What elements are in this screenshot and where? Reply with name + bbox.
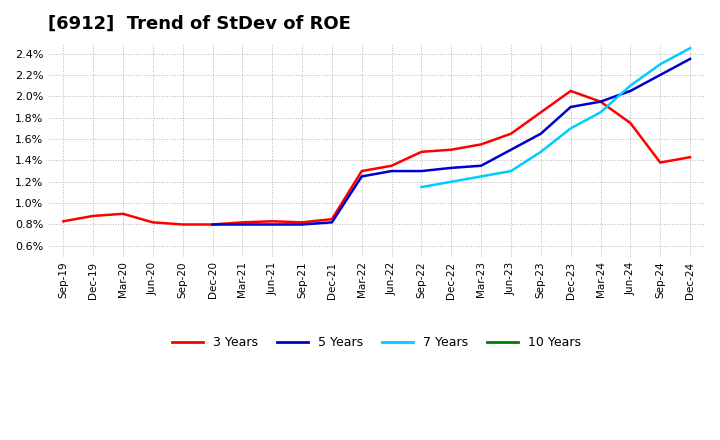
3 Years [685,154,694,160]
5 Years [685,56,694,62]
7 Years [685,46,694,51]
Text: [6912]  Trend of StDev of ROE: [6912] Trend of StDev of ROE [48,15,351,33]
5 Years [596,99,605,104]
5 Years [656,72,665,77]
Line: 5 Years: 5 Years [212,59,690,224]
5 Years [507,147,516,152]
5 Years [567,104,575,110]
3 Years [298,220,307,225]
3 Years [59,219,68,224]
3 Years [596,99,605,104]
3 Years [328,216,336,222]
5 Years [328,220,336,225]
7 Years [447,179,456,184]
3 Years [417,149,426,154]
3 Years [656,160,665,165]
5 Years [536,131,545,136]
5 Years [417,169,426,174]
3 Years [268,219,276,224]
5 Years [626,88,635,94]
3 Years [387,163,396,169]
5 Years [357,174,366,179]
3 Years [238,220,247,225]
3 Years [357,169,366,174]
7 Years [507,169,516,174]
5 Years [477,163,485,169]
3 Years [89,213,97,219]
7 Years [626,83,635,88]
3 Years [179,222,187,227]
3 Years [148,220,157,225]
Line: 7 Years: 7 Years [421,48,690,187]
3 Years [477,142,485,147]
5 Years [268,222,276,227]
Legend: 3 Years, 5 Years, 7 Years, 10 Years: 3 Years, 5 Years, 7 Years, 10 Years [167,331,586,354]
5 Years [298,222,307,227]
7 Years [596,110,605,115]
3 Years [567,88,575,94]
5 Years [208,222,217,227]
5 Years [447,165,456,171]
5 Years [387,169,396,174]
7 Years [477,174,485,179]
7 Years [567,126,575,131]
3 Years [536,110,545,115]
3 Years [208,222,217,227]
Line: 3 Years: 3 Years [63,91,690,224]
5 Years [238,222,247,227]
3 Years [626,121,635,126]
3 Years [447,147,456,152]
7 Years [536,149,545,154]
3 Years [507,131,516,136]
7 Years [417,184,426,190]
7 Years [656,62,665,67]
3 Years [119,211,127,216]
